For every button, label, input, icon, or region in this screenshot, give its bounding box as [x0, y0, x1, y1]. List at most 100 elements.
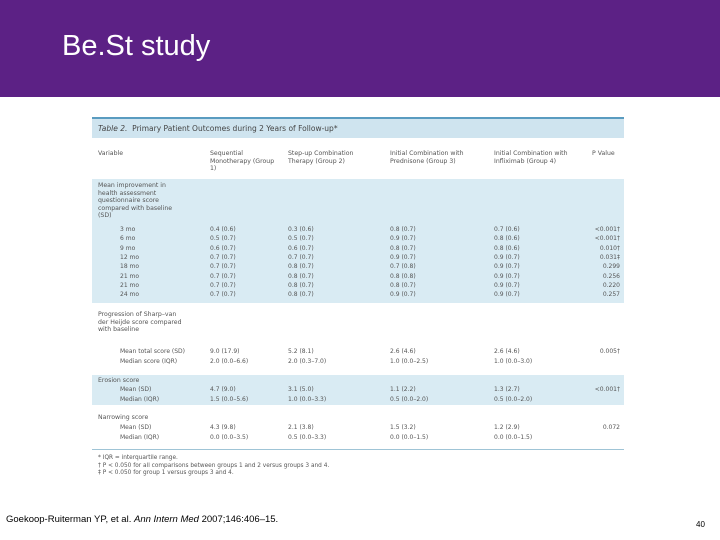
table-row: Median score (IQR) 2.0 (0.0–6.6) 2.0 (0.3–…: [92, 357, 624, 367]
table-row: 24 mo 0.7 (0.7) 0.8 (0.7) 0.9 (0.7) 0.9 (0.7…: [92, 290, 624, 300]
value-cell: 0.8 (0.7): [288, 281, 314, 289]
narrowing-section-label: Narrowing score: [98, 414, 149, 421]
value-cell: 0.0 (0.0–1.5): [494, 433, 533, 441]
value-cell: 0.9 (0.7): [494, 253, 520, 261]
footnote: † P < 0.050 for all comparisons between …: [98, 462, 330, 469]
value-cell: 0.7 (0.6): [494, 226, 520, 233]
value-cell: 1.5 (0.0–5.6): [210, 395, 249, 403]
p-value-cell: 0.299: [602, 263, 620, 271]
value-cell: 1.1 (2.2): [390, 386, 416, 393]
page-number: 40: [696, 520, 705, 529]
p-value-cell: 0.072: [602, 424, 620, 431]
p-value-cell: 0.256: [602, 272, 620, 280]
citation-journal: Ann Intern Med: [133, 514, 199, 525]
row-label: 6 mo: [120, 235, 136, 243]
table-row: Mean (SD) 4.3 (9.8) 2.1 (3.8) 1.5 (3.2) 1.2 …: [92, 423, 624, 433]
value-cell: 0.5 (0.7): [210, 235, 236, 243]
value-cell: 2.0 (0.3–7.0): [288, 357, 327, 365]
table-title: Primary Patient Outcomes during 2 Years …: [132, 124, 338, 133]
p-value-cell: 0.220: [602, 281, 620, 289]
slide-header: Be.St study: [0, 0, 720, 97]
citation: Goekoop-Ruiterman YP, et al. Ann Intern …: [6, 514, 278, 525]
value-cell: 0.8 (0.8): [390, 272, 416, 280]
row-label: 24 mo: [120, 291, 140, 299]
value-cell: 0.8 (0.7): [288, 272, 314, 280]
value-cell: 0.6 (0.7): [288, 244, 314, 252]
value-cell: 0.9 (0.7): [494, 281, 520, 289]
value-cell: 0.9 (0.7): [494, 291, 520, 299]
p-value-cell: 0.031‡: [599, 253, 620, 261]
value-cell: 4.7 (9.0): [210, 386, 236, 393]
value-cell: 1.0 (0.0–3.3): [288, 395, 327, 403]
row-label: 3 mo: [120, 226, 136, 233]
value-cell: 0.8 (0.7): [390, 226, 416, 233]
table-row: 21 mo 0.7 (0.7) 0.8 (0.7) 0.8 (0.8) 0.9 (0.7…: [92, 272, 624, 282]
value-cell: 0.7 (0.7): [210, 291, 236, 299]
value-cell: 2.1 (3.8): [288, 424, 314, 431]
citation-authors: Goekoop-Ruiterman YP, et al.: [6, 514, 132, 525]
erosion-section-label: Erosion score: [98, 377, 140, 384]
value-cell: 0.7 (0.8): [390, 263, 416, 271]
row-label: 18 mo: [120, 263, 140, 271]
value-cell: 0.9 (0.7): [390, 235, 416, 243]
haq-section-label: Mean improvement in health assessment qu…: [98, 182, 173, 219]
p-value-cell: <0.001†: [594, 235, 620, 243]
value-cell: 0.4 (0.6): [210, 226, 236, 233]
value-cell: 0.5 (0.0–3.3): [288, 433, 327, 441]
value-cell: 0.7 (0.7): [210, 281, 236, 289]
table-footnotes: * IQR = interquartile range. † P < 0.050…: [98, 455, 329, 478]
sharp-section-label: Progression of Sharp–van der Heijde scor…: [98, 311, 182, 333]
value-cell: 1.0 (0.0–2.5): [390, 357, 429, 365]
p-value-cell: 0.005†: [599, 348, 620, 355]
table-row: 12 mo 0.7 (0.7) 0.7 (0.7) 0.9 (0.7) 0.9 (0.7…: [92, 253, 624, 263]
value-cell: 0.5 (0.7): [288, 235, 314, 243]
row-label: Mean (SD): [120, 386, 152, 393]
value-cell: 0.8 (0.7): [390, 281, 416, 289]
header-group3: Initial Combination with Prednisone (Gro…: [390, 150, 464, 165]
footnote: ‡ P < 0.050 for group 1 versus groups 3 …: [98, 470, 234, 476]
row-label: Median (IQR): [120, 395, 160, 403]
header-pvalue: P Value: [592, 150, 615, 157]
value-cell: 0.7 (0.7): [210, 263, 236, 271]
value-cell: 5.2 (8.1): [288, 348, 314, 355]
value-cell: 0.8 (0.6): [494, 235, 520, 243]
outcomes-table: Table 2. Primary Patient Outcomes during…: [92, 117, 624, 487]
value-cell: 3.1 (5.0): [288, 386, 314, 393]
value-cell: 0.3 (0.6): [288, 226, 314, 233]
value-cell: 0.0 (0.0–3.5): [210, 433, 249, 441]
table-bottom-rule: [92, 449, 624, 450]
table-number: Table 2.: [98, 124, 128, 133]
row-label: 12 mo: [120, 253, 140, 261]
value-cell: 0.5 (0.0–2.0): [390, 395, 429, 403]
value-cell: 1.3 (2.7): [494, 386, 520, 393]
erosion-band: [92, 375, 624, 405]
table-row: Median (IQR) 1.5 (0.0–5.6) 1.0 (0.0–3.3) 0.…: [92, 395, 624, 405]
value-cell: 0.7 (0.7): [210, 253, 236, 261]
header-variable: Variable: [98, 150, 124, 157]
p-value-cell: <0.001†: [594, 386, 620, 393]
value-cell: 2.0 (0.0–6.6): [210, 357, 249, 365]
table-header-row: Variable Sequential Monotherapy (Group 1…: [92, 145, 624, 191]
value-cell: 0.8 (0.7): [288, 291, 314, 299]
value-cell: 4.3 (9.8): [210, 424, 236, 431]
value-cell: 2.6 (4.6): [494, 348, 520, 355]
p-value-cell: <0.001†: [594, 226, 620, 233]
value-cell: 0.8 (0.7): [390, 244, 416, 252]
table-caption: Table 2. Primary Patient Outcomes during…: [92, 117, 624, 138]
value-cell: 0.9 (0.7): [494, 272, 520, 280]
haq-band: [92, 179, 624, 303]
header-group2: Step-up Combination Therapy (Group 2): [288, 150, 354, 165]
row-label: 21 mo: [120, 272, 140, 280]
row-label: Median score (IQR): [120, 357, 178, 365]
citation-details: 2007;146:406–15.: [201, 514, 279, 525]
value-cell: 1.2 (2.9): [494, 424, 520, 431]
table-row: 18 mo 0.7 (0.7) 0.8 (0.7) 0.7 (0.8) 0.9 (0.7…: [92, 262, 624, 272]
value-cell: 0.8 (0.7): [288, 263, 314, 271]
table-row: 21 mo 0.7 (0.7) 0.8 (0.7) 0.8 (0.7) 0.9 (0.7…: [92, 281, 624, 291]
value-cell: 0.7 (0.7): [210, 272, 236, 280]
value-cell: 0.9 (0.7): [494, 263, 520, 271]
value-cell: 9.0 (17.9): [210, 348, 240, 355]
table-row: 6 mo 0.5 (0.7) 0.5 (0.7) 0.9 (0.7) 0.8 (0.6)…: [92, 234, 624, 244]
slide-title: Be.St study: [62, 30, 211, 62]
table-row: 9 mo 0.6 (0.7) 0.6 (0.7) 0.8 (0.7) 0.8 (0.6)…: [92, 244, 624, 254]
